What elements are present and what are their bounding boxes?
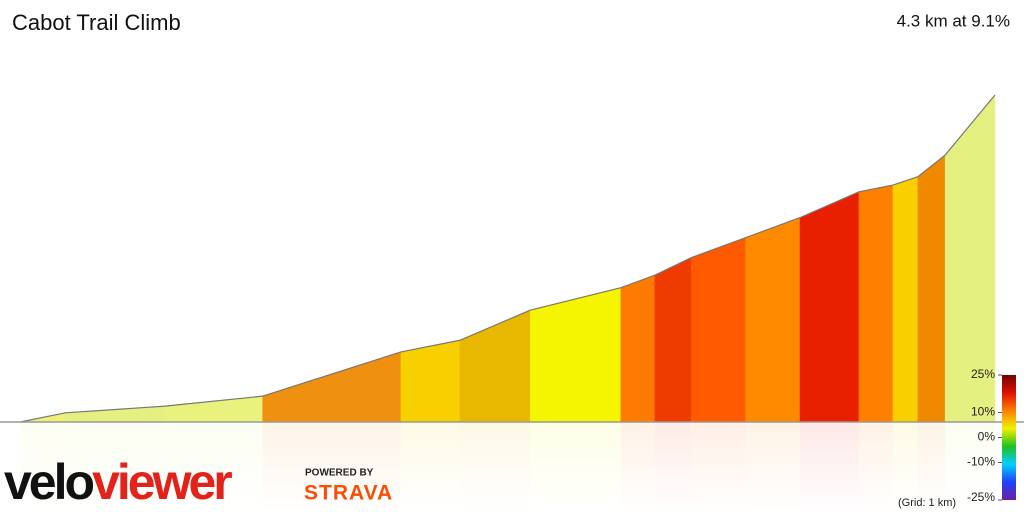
colorbar-label: 10% bbox=[971, 405, 995, 419]
segment bbox=[892, 176, 919, 423]
grid-note: (Grid: 1 km) bbox=[898, 497, 956, 509]
colorbar-label: 0% bbox=[978, 430, 996, 444]
strava: STRAVA bbox=[304, 482, 393, 505]
segment bbox=[917, 154, 946, 423]
segment bbox=[654, 257, 692, 423]
powered-by: POWERED BY bbox=[305, 468, 374, 479]
segment bbox=[690, 237, 746, 423]
segment bbox=[745, 217, 801, 423]
segment bbox=[459, 309, 531, 423]
summary: 4.3 km at 9.1% bbox=[897, 11, 1010, 30]
segment bbox=[400, 339, 461, 423]
brand-velo: velo bbox=[4, 454, 94, 510]
colorbar-label: -25% bbox=[967, 490, 995, 504]
brand-logo: veloviewer bbox=[4, 454, 232, 510]
brand-viewer: viewer bbox=[92, 454, 232, 510]
colorbar bbox=[1002, 375, 1016, 500]
segment bbox=[164, 395, 263, 423]
segment bbox=[620, 274, 656, 423]
segment bbox=[858, 184, 894, 423]
chart-title: Cabot Trail Climb bbox=[12, 10, 181, 35]
segment bbox=[529, 287, 622, 423]
profile-line bbox=[19, 94, 996, 423]
reflection-fade bbox=[0, 422, 1024, 512]
colorbar-label: 25% bbox=[971, 367, 995, 381]
segment bbox=[262, 351, 402, 423]
segment bbox=[65, 405, 166, 423]
segment bbox=[799, 191, 860, 423]
colorbar-label: -10% bbox=[967, 455, 995, 469]
